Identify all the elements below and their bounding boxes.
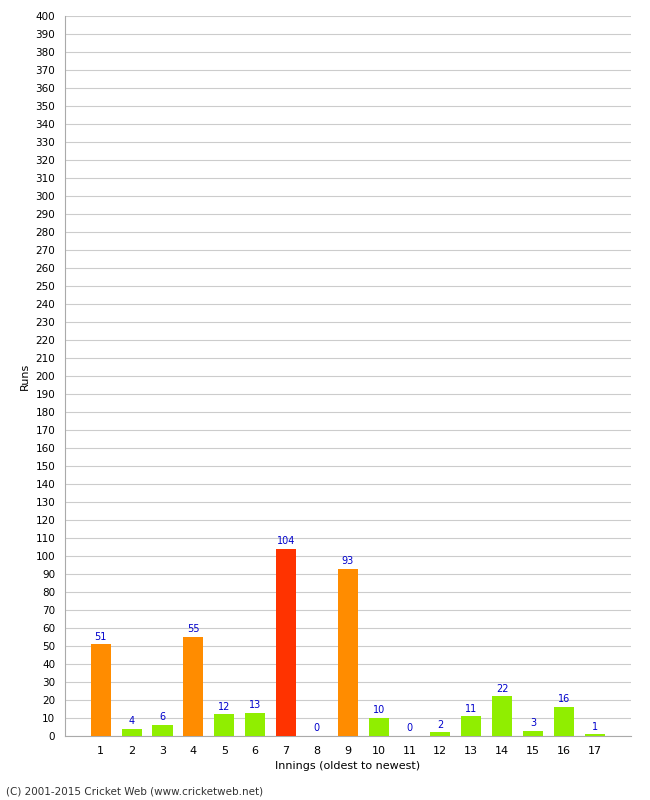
Text: 11: 11: [465, 703, 477, 714]
Text: (C) 2001-2015 Cricket Web (www.cricketweb.net): (C) 2001-2015 Cricket Web (www.cricketwe…: [6, 786, 264, 796]
Bar: [91, 644, 111, 736]
Bar: [338, 569, 358, 736]
Bar: [523, 730, 543, 736]
X-axis label: Innings (oldest to newest): Innings (oldest to newest): [275, 762, 421, 771]
Text: 3: 3: [530, 718, 536, 728]
Text: 51: 51: [94, 631, 107, 642]
Text: 0: 0: [406, 723, 413, 734]
Text: 22: 22: [496, 684, 508, 694]
Text: 93: 93: [342, 556, 354, 566]
Bar: [462, 716, 481, 736]
Text: 2: 2: [437, 720, 443, 730]
Text: 16: 16: [558, 694, 570, 705]
Text: 6: 6: [159, 713, 166, 722]
Y-axis label: Runs: Runs: [20, 362, 30, 390]
Bar: [554, 707, 574, 736]
Bar: [276, 549, 296, 736]
Bar: [245, 713, 265, 736]
Text: 4: 4: [129, 716, 135, 726]
Bar: [153, 726, 172, 736]
Bar: [183, 637, 203, 736]
Text: 10: 10: [372, 706, 385, 715]
Bar: [585, 734, 604, 736]
Bar: [214, 714, 234, 736]
Bar: [369, 718, 389, 736]
Text: 12: 12: [218, 702, 231, 712]
Bar: [122, 729, 142, 736]
Bar: [492, 696, 512, 736]
Text: 55: 55: [187, 624, 200, 634]
Text: 104: 104: [277, 536, 295, 546]
Text: 1: 1: [592, 722, 598, 731]
Text: 0: 0: [314, 723, 320, 734]
Bar: [430, 733, 450, 736]
Text: 13: 13: [249, 700, 261, 710]
